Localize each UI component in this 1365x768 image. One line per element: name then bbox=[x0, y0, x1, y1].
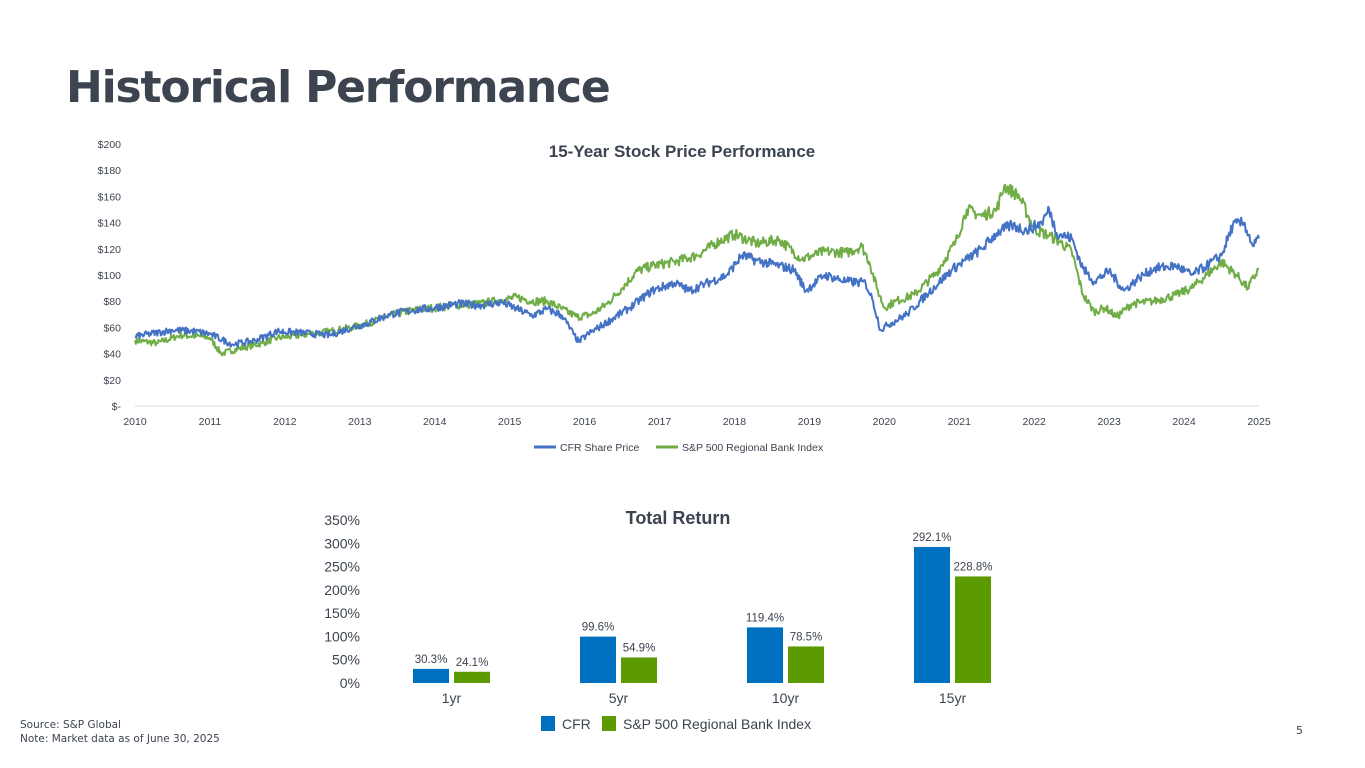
legend-label-cfr-share-price: CFR Share Price bbox=[560, 442, 640, 454]
bar-chart-x-tick: 15yr bbox=[939, 690, 967, 706]
line-chart-x-tick: 2021 bbox=[948, 416, 972, 428]
line-chart-y-tick: $80 bbox=[103, 296, 121, 308]
line-chart: 15-Year Stock Price Performance $- $20 $40… bbox=[98, 139, 1271, 454]
line-chart-x-tick: 2024 bbox=[1172, 416, 1196, 428]
bar-chart-y-tick: 300% bbox=[324, 535, 360, 551]
line-chart-y-tick: $40 bbox=[103, 349, 121, 361]
bar-chart-x-tick: 1yr bbox=[442, 690, 462, 706]
line-chart-legend: CFR Share Price S&P 500 Regional Bank In… bbox=[534, 442, 824, 454]
market-data-note: Note: Market data as of June 30, 2025 bbox=[20, 733, 220, 745]
bar-data-label: 30.3% bbox=[415, 654, 448, 666]
line-chart-x-tick: 2020 bbox=[873, 416, 897, 428]
line-chart-title: 15-Year Stock Price Performance bbox=[549, 142, 815, 161]
bar-chart-y-tick: 50% bbox=[332, 652, 360, 668]
bar-data-label: 292.1% bbox=[912, 532, 951, 544]
line-chart-y-tick: $20 bbox=[103, 375, 121, 387]
series-line-cfr-share-price bbox=[134, 205, 1260, 348]
legend-swatch-cfr bbox=[541, 716, 555, 731]
bar-chart-title: Total Return bbox=[626, 508, 731, 528]
bar-s-p-500-regional-bank-index-1yr bbox=[454, 671, 490, 683]
line-chart-y-tick: $180 bbox=[98, 165, 122, 177]
bar-chart-y-tick: 100% bbox=[324, 628, 360, 644]
legend-label-cfr: CFR bbox=[562, 716, 591, 732]
bar-data-label: 24.1% bbox=[456, 657, 489, 669]
line-chart-y-tick: $120 bbox=[98, 244, 122, 256]
legend-label-regional-bank-index-bar: S&P 500 Regional Bank Index bbox=[623, 716, 811, 732]
line-chart-y-tick: $60 bbox=[103, 322, 121, 334]
source-note: Source: S&P Global bbox=[20, 719, 121, 731]
line-chart-y-tick: $140 bbox=[98, 218, 122, 230]
bar-chart-x-tick: 5yr bbox=[609, 690, 629, 706]
line-chart-y-tick: $100 bbox=[98, 270, 122, 282]
bar-data-label: 99.6% bbox=[582, 622, 615, 634]
series-line-s-p-500-regional-bank-index bbox=[134, 183, 1260, 357]
bar-s-p-500-regional-bank-index-15yr bbox=[955, 576, 991, 683]
line-chart-x-tick: 2015 bbox=[498, 416, 522, 428]
bar-data-label: 54.9% bbox=[623, 642, 656, 654]
line-chart-y-tick: $160 bbox=[98, 191, 122, 203]
bar-chart-y-tick: 200% bbox=[324, 582, 360, 598]
page-number: 5 bbox=[1296, 724, 1303, 737]
footnotes: Source: S&P Global Note: Market data as … bbox=[20, 718, 220, 746]
line-chart-x-tick: 2022 bbox=[1023, 416, 1047, 428]
bar-data-label: 119.4% bbox=[746, 612, 784, 624]
bar-chart-y-tick: 0% bbox=[340, 675, 360, 691]
legend-label-regional-bank-index: S&P 500 Regional Bank Index bbox=[682, 442, 824, 454]
bar-chart-legend: CFR S&P 500 Regional Bank Index bbox=[541, 716, 811, 732]
bar-cfr-1yr bbox=[413, 668, 449, 683]
bar-cfr-15yr bbox=[914, 546, 950, 683]
line-chart-x-tick: 2017 bbox=[648, 416, 672, 428]
bar-chart-y-tick: 350% bbox=[324, 512, 360, 528]
line-chart-x-tick: 2023 bbox=[1097, 416, 1121, 428]
line-chart-x-tick: 2010 bbox=[123, 416, 147, 428]
line-chart-x-tick: 2018 bbox=[723, 416, 747, 428]
line-chart-x-tick: 2025 bbox=[1247, 416, 1271, 428]
line-chart-x-tick: 2013 bbox=[348, 416, 372, 428]
line-chart-x-tick: 2011 bbox=[199, 416, 222, 428]
line-chart-y-tick: $- bbox=[112, 401, 122, 413]
line-chart-x-tick: 2016 bbox=[573, 416, 597, 428]
line-chart-x-tick: 2014 bbox=[423, 416, 447, 428]
line-chart-y-tick: $200 bbox=[98, 139, 122, 151]
bar-chart-x-tick: 10yr bbox=[772, 690, 800, 706]
bar-chart-y-tick: 150% bbox=[324, 605, 360, 621]
bar-cfr-10yr bbox=[747, 627, 783, 683]
bar-cfr-5yr bbox=[580, 636, 616, 683]
bar-s-p-500-regional-bank-index-10yr bbox=[788, 646, 824, 683]
bar-s-p-500-regional-bank-index-5yr bbox=[621, 657, 657, 683]
bar-chart-y-tick: 250% bbox=[324, 559, 360, 575]
page-title: Historical Performance bbox=[66, 62, 611, 113]
line-chart-x-tick: 2012 bbox=[273, 416, 297, 428]
line-chart-x-tick: 2019 bbox=[798, 416, 822, 428]
bar-data-label: 228.8% bbox=[953, 561, 992, 573]
legend-swatch-regional-bank-index-bar bbox=[602, 716, 616, 731]
bar-data-label: 78.5% bbox=[790, 631, 823, 643]
